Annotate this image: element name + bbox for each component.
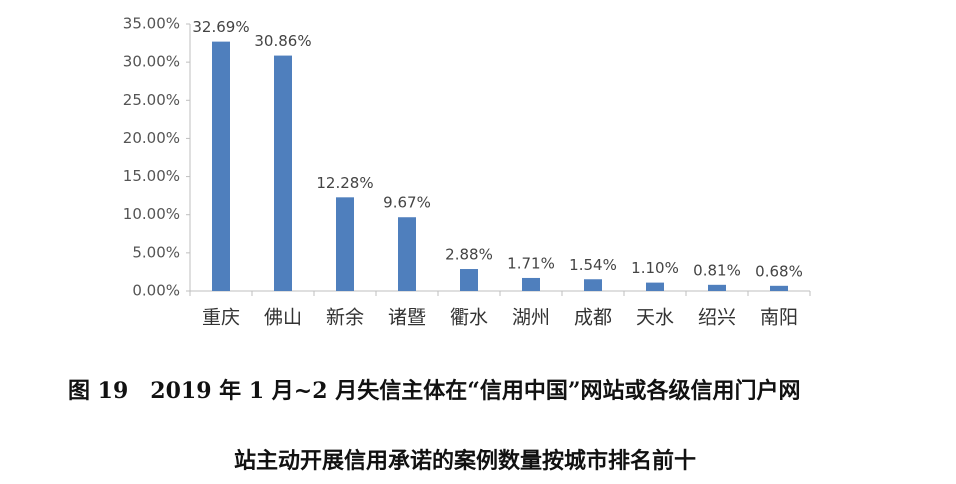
data-label: 30.86% bbox=[254, 32, 311, 50]
x-tick-label: 衢水 bbox=[450, 307, 488, 329]
y-tick-label: 0.00% bbox=[132, 282, 180, 300]
caption-line: 站主动开展信用承诺的案例数量按城市排名前十 bbox=[234, 448, 696, 474]
data-label: 1.54% bbox=[569, 256, 617, 274]
bar bbox=[708, 284, 726, 291]
x-tick-label: 诸暨 bbox=[388, 307, 426, 329]
x-tick-label: 重庆 bbox=[202, 307, 240, 329]
x-tick-label: 绍兴 bbox=[698, 307, 736, 329]
bar bbox=[646, 282, 664, 291]
y-tick-label: 10.00% bbox=[123, 205, 180, 223]
x-tick-label: 成都 bbox=[574, 307, 612, 329]
bar bbox=[522, 277, 540, 291]
data-label: 0.68% bbox=[755, 262, 803, 280]
y-tick-label: 20.00% bbox=[123, 129, 180, 147]
data-label: 9.67% bbox=[383, 194, 431, 212]
data-label: 1.10% bbox=[631, 259, 679, 277]
y-tick-label: 15.00% bbox=[123, 167, 180, 185]
bar bbox=[336, 197, 354, 291]
data-label: 32.69% bbox=[192, 18, 249, 36]
x-tick-label: 湖州 bbox=[512, 307, 550, 329]
y-tick-label: 30.00% bbox=[123, 53, 180, 71]
y-tick-label: 5.00% bbox=[132, 243, 180, 261]
bar bbox=[212, 41, 230, 291]
caption-line: 图 19 2019 年 1 月~2 月失信主体在“信用中国”网站或各级信用门户网 bbox=[68, 378, 801, 404]
x-tick-label: 南阳 bbox=[760, 307, 798, 329]
x-tick-label: 天水 bbox=[636, 307, 674, 329]
bar bbox=[274, 55, 292, 291]
y-tick-label: 35.00% bbox=[123, 15, 180, 33]
data-label: 1.71% bbox=[507, 254, 555, 272]
bar bbox=[584, 279, 602, 291]
bar bbox=[460, 269, 478, 291]
y-tick-label: 25.00% bbox=[123, 91, 180, 109]
data-label: 2.88% bbox=[445, 246, 493, 264]
bar bbox=[770, 285, 788, 291]
x-tick-label: 佛山 bbox=[264, 307, 302, 329]
x-tick-label: 新余 bbox=[326, 307, 364, 329]
bar bbox=[398, 217, 416, 291]
data-label: 0.81% bbox=[693, 261, 741, 279]
data-label: 12.28% bbox=[316, 174, 373, 192]
